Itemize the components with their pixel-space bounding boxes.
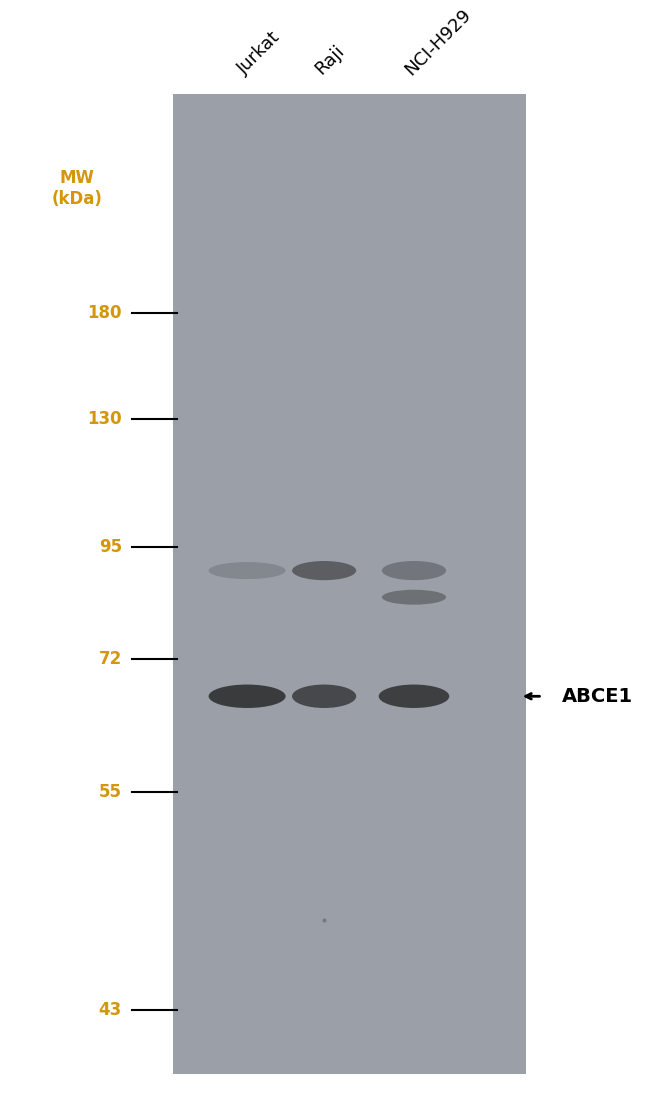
Text: 43: 43	[99, 1002, 122, 1020]
Ellipse shape	[292, 685, 356, 708]
Text: MW
(kDa): MW (kDa)	[51, 169, 103, 208]
Text: NCI-H929: NCI-H929	[401, 6, 474, 78]
FancyBboxPatch shape	[174, 95, 526, 1075]
Ellipse shape	[382, 561, 446, 580]
Ellipse shape	[209, 562, 285, 579]
Text: ABCE1: ABCE1	[562, 687, 632, 706]
Ellipse shape	[379, 685, 449, 708]
Ellipse shape	[209, 685, 285, 708]
Text: Raji: Raji	[311, 42, 348, 78]
Ellipse shape	[292, 561, 356, 580]
Text: 72: 72	[99, 650, 122, 668]
Text: 130: 130	[87, 410, 122, 428]
Text: 95: 95	[99, 538, 122, 556]
Text: Jurkat: Jurkat	[235, 29, 284, 78]
Ellipse shape	[382, 590, 446, 604]
Text: 180: 180	[88, 304, 122, 322]
Text: 55: 55	[99, 783, 122, 801]
